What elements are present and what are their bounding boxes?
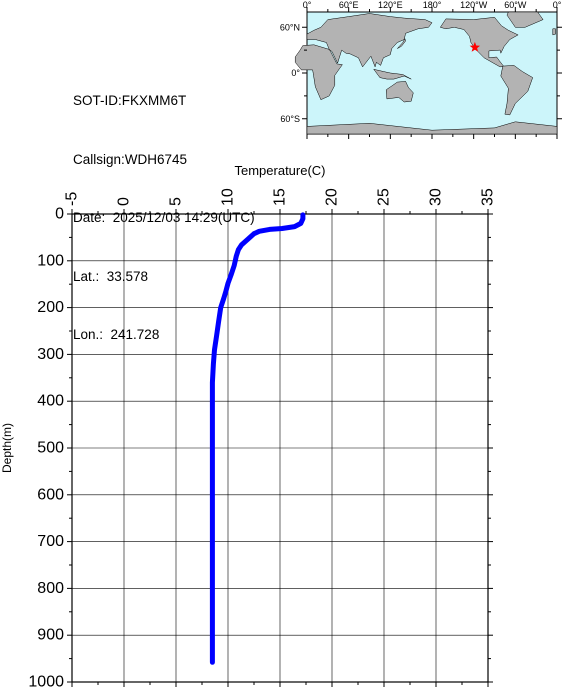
y-axis-label: Depth(m): [0, 423, 14, 473]
series-layer: [209, 212, 306, 665]
plot-frame: [71, 213, 489, 683]
y-tick-label: 1000: [28, 674, 64, 690]
temperature-profile-line: [209, 212, 306, 665]
y-tick-label: 500: [37, 440, 64, 457]
y-tick-label: 600: [37, 486, 64, 503]
map-latitude-label: 0°: [291, 68, 300, 78]
sot-id-label: SOT-ID:FKXMM6T: [73, 93, 187, 108]
africa-landmass: [294, 44, 343, 101]
x-axis-label: Temperature(C): [234, 163, 325, 178]
map-longitude-label: 60°E: [339, 0, 359, 10]
y-tick-label: 200: [37, 299, 64, 316]
uk-landmass: [552, 28, 556, 36]
map-longitude-labels: 0° 60°E 120°E 180° 120°W 60°W 0°: [303, 0, 562, 10]
x-tick-label: 25: [376, 188, 393, 206]
longitude-label: Lon.: 241.728: [73, 327, 160, 342]
south-america-landmass: [500, 65, 534, 116]
x-tick-label: 30: [428, 188, 445, 206]
y-tick-label: 700: [37, 533, 64, 550]
y-axis-ticks: 0 100 200 300 400 500 600 700 800 900 1000: [28, 206, 493, 690]
y-tick-label: 400: [37, 393, 64, 410]
y-tick-label: 800: [37, 580, 64, 597]
map-landmasses: [294, 11, 558, 135]
map-longitude-label: 120°W: [460, 0, 488, 10]
map-longitude-label: 0°: [303, 0, 312, 10]
x-tick-label: 35: [480, 188, 497, 206]
latitude-label: Lat.: 33.578: [73, 268, 149, 284]
map-latitude-label: 60°N: [280, 22, 300, 32]
x-tick-label: 10: [220, 188, 237, 206]
y-tick-label: 0: [55, 206, 64, 223]
y-tick-label: 100: [37, 252, 64, 269]
map-latitude-labels: 60°N 0° 60°S: [280, 22, 301, 124]
north-america-landmass: [439, 17, 519, 68]
australia-landmass: [385, 81, 414, 103]
greenland-landmass: [506, 11, 544, 28]
x-tick-label: 5: [168, 197, 185, 206]
world-map: 0° 60°E 120°E 180° 120°W 60°W 0° 60°N 0° 60°S: [280, 0, 562, 139]
map-ticks: [302, 7, 562, 139]
map-longitude-label: 0°: [553, 0, 562, 10]
y-tick-label: 300: [37, 346, 64, 363]
x-tick-label: -5: [64, 192, 81, 206]
x-tick-label: 15: [272, 188, 289, 206]
map-latitude-label: 60°S: [280, 114, 300, 124]
ship-position-star-icon: [469, 41, 481, 52]
indonesia-landmass: [373, 68, 412, 80]
map-longitude-label: 60°W: [504, 0, 527, 10]
x-tick-label: 20: [324, 188, 341, 206]
map-longitude-label: 180°: [423, 0, 442, 10]
eurasia-landmass: [306, 13, 433, 68]
x-tick-label: 0: [116, 197, 133, 206]
japan-landmass: [397, 38, 406, 49]
map-longitude-label: 120°E: [378, 0, 403, 10]
chart-grid: [72, 214, 488, 682]
y-tick-label: 900: [37, 627, 64, 644]
callsign-label: Callsign:WDH6745: [73, 151, 188, 167]
